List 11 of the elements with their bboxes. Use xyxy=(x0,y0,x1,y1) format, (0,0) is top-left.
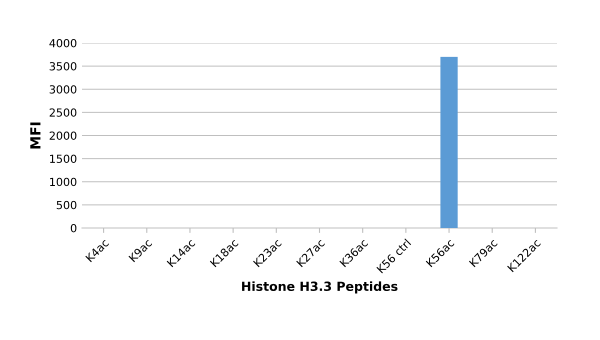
y-tick-label: 1500 xyxy=(50,154,76,164)
y-tick-label: 2500 xyxy=(50,108,76,117)
y-tick-label: 1000 xyxy=(50,178,76,186)
y-tick-label: 3500 xyxy=(50,62,76,71)
y-tick-label: 4000 xyxy=(49,38,76,48)
y-tick-label: 3000 xyxy=(50,85,76,94)
y-axis-title: MFI xyxy=(30,122,40,148)
y-tick-label: 0 xyxy=(70,224,76,232)
x-axis-title: Histone H3.3 Peptides xyxy=(242,281,398,294)
y-tick-label: 2000 xyxy=(50,131,76,140)
y-tick-label: 500 xyxy=(56,200,76,210)
